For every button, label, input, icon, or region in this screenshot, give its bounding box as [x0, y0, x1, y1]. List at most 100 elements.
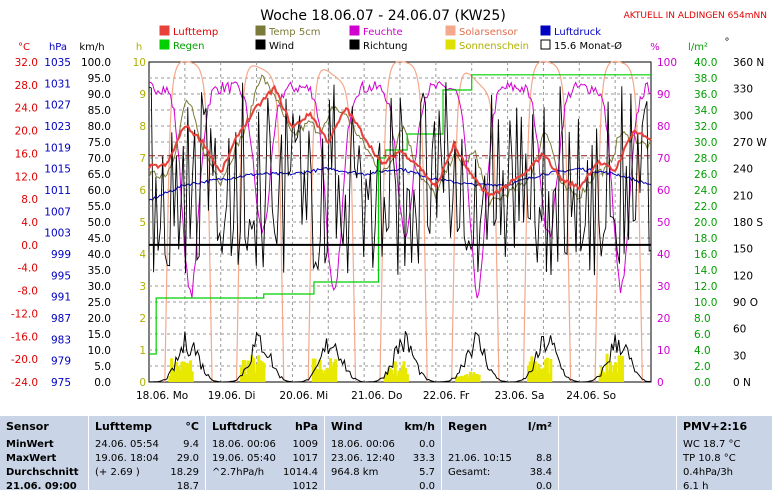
- sunshine-bar: [474, 374, 478, 382]
- stats-col-sensor: Sensor MinWert MaxWert Durchschnitt 21.0…: [0, 416, 88, 492]
- sunshine-bar: [257, 355, 261, 382]
- wind-tick-label: 50.0: [88, 217, 111, 229]
- temp-tick-label: -8.0: [18, 286, 39, 298]
- pressure-tick-label: 1007: [44, 206, 71, 218]
- chart-title: Woche 18.06.07 - 24.06.07 (KW25): [260, 8, 506, 24]
- sunshine-bar: [316, 369, 320, 382]
- direction-tick-label: 240: [733, 164, 753, 176]
- sunshine-bar: [612, 365, 616, 382]
- day-label: 20.06. Mi: [279, 390, 328, 402]
- sunshine-bar: [327, 370, 331, 382]
- sunshine-bar: [621, 356, 625, 382]
- legend-label: Luftdruck: [554, 27, 601, 38]
- regen-header: Regen l/m²: [448, 420, 552, 433]
- sunshine-bar: [182, 361, 186, 382]
- direction-tick-label: 360 N: [733, 57, 764, 69]
- sunshine-bar: [189, 360, 193, 382]
- sunshine-bar: [176, 365, 180, 382]
- sunshine-bar: [467, 377, 471, 382]
- sunshine-bar: [262, 362, 266, 382]
- direction-tick-label: 0 N: [733, 377, 751, 389]
- sun-tick-label: 0: [139, 377, 146, 389]
- day-label: 24.06. So: [566, 390, 616, 402]
- sun-tick-label: 2: [139, 313, 146, 325]
- sunshine-bar: [393, 361, 397, 382]
- pressure-tick-label: 983: [51, 334, 71, 346]
- wind-tick-label: 45.0: [88, 233, 111, 245]
- rain-tick-label: 18.0: [694, 233, 717, 245]
- rain-tick-label: 4.0: [694, 345, 711, 357]
- humidity-tick-label: 60: [657, 185, 670, 197]
- rain-tick-label: 30.0: [694, 137, 717, 149]
- sunshine-bar: [243, 360, 247, 382]
- humidity-tick-label: 100: [657, 57, 677, 69]
- rain-line: [149, 74, 651, 355]
- rain-tick-label: 22.0: [694, 201, 717, 213]
- day-label: 22.06. Fr: [423, 390, 470, 402]
- legend-label: Lufttemp: [173, 27, 218, 38]
- sun-unit-label: h: [136, 42, 142, 53]
- humidity-tick-label: 50: [657, 217, 670, 229]
- pressure-tick-label: 991: [51, 292, 71, 304]
- sunshine-bar: [603, 373, 607, 382]
- pressure-tick-label: 1031: [44, 78, 71, 90]
- lufttemp-header: Lufttemp °C: [95, 420, 199, 433]
- sunshine-bar: [397, 370, 401, 382]
- pmv-pressure-trend: 0.4hPa/3h: [683, 467, 734, 478]
- pmv-header: PMV+2:16: [683, 420, 748, 433]
- temp-tick-label: 20.0: [15, 126, 38, 138]
- sunshine-bar: [383, 375, 387, 382]
- sunshine-bar: [463, 374, 467, 382]
- sunshine-bar: [259, 360, 263, 382]
- legend-label: Wind: [269, 41, 294, 52]
- wind-tick-label: 0.0: [94, 377, 111, 389]
- lufttemp-current: 18.7: [176, 481, 199, 492]
- sunshine-bar: [173, 371, 177, 382]
- wind-max: 23.06. 12:40 33.3: [331, 453, 435, 464]
- wind-tick-label: 10.0: [88, 345, 111, 357]
- sun-tick-label: 10: [133, 57, 146, 69]
- sunshine-bar: [386, 367, 390, 382]
- wind-tick-label: 40.0: [88, 249, 111, 261]
- sunshine-bar: [178, 369, 182, 382]
- sunshine-bar: [530, 356, 534, 382]
- sunshine-bar: [404, 368, 408, 382]
- temp-tick-label: 8.0: [21, 194, 38, 206]
- wind-tick-label: 100.0: [81, 57, 111, 69]
- rain-tick-label: 16.0: [694, 249, 717, 261]
- rain-tick-label: 34.0: [694, 105, 717, 117]
- legend-swatch: [159, 25, 170, 36]
- sunshine-bar: [385, 372, 389, 382]
- sunshine-bar: [532, 367, 536, 382]
- sunshine-bar: [598, 373, 602, 382]
- temp-tick-label: 0.0: [21, 240, 38, 252]
- sunshine-bar: [610, 372, 614, 382]
- pressure-tick-label: 975: [51, 377, 71, 389]
- day-label: 19.06. Di: [208, 390, 256, 402]
- sunshine-bar: [313, 358, 317, 382]
- sunshine-bar: [405, 373, 409, 382]
- live-link[interactable]: AKTUELL IN ALDINGEN 654mNN: [624, 11, 767, 21]
- rain-tick-label: 0.0: [694, 377, 711, 389]
- direction-tick-label: 210: [733, 190, 753, 202]
- sunshine-bar: [330, 365, 334, 382]
- pressure-tick-label: 1003: [44, 228, 71, 240]
- sunshine-bar: [255, 364, 259, 382]
- rain-tick-label: 6.0: [694, 329, 711, 341]
- sunshine-bar: [400, 365, 404, 382]
- sunshine-bar: [325, 367, 329, 382]
- wind-tick-label: 90.0: [88, 89, 111, 101]
- stats-col-regen: Regen l/m² 21.06. 10:15 8.8 Gesamt: 38.4 0.…: [442, 416, 558, 492]
- sensor-header: Sensor: [6, 420, 49, 433]
- sun-tick-label: 5: [139, 217, 146, 229]
- pmv-windchill: WC 18.7 °C: [683, 439, 741, 450]
- sunshine-bar: [190, 371, 194, 382]
- wind-min: 18.06. 00:06 0.0: [331, 439, 435, 450]
- pressure-tick-label: 1035: [44, 57, 71, 69]
- temp-tick-label: 16.0: [15, 148, 38, 160]
- sunshine-bar: [332, 361, 336, 382]
- wind-tick-label: 20.0: [88, 313, 111, 325]
- temp-tick-label: 24.0: [15, 103, 38, 115]
- day-label: 21.06. Do: [351, 390, 402, 402]
- sunshine-bar: [245, 374, 249, 382]
